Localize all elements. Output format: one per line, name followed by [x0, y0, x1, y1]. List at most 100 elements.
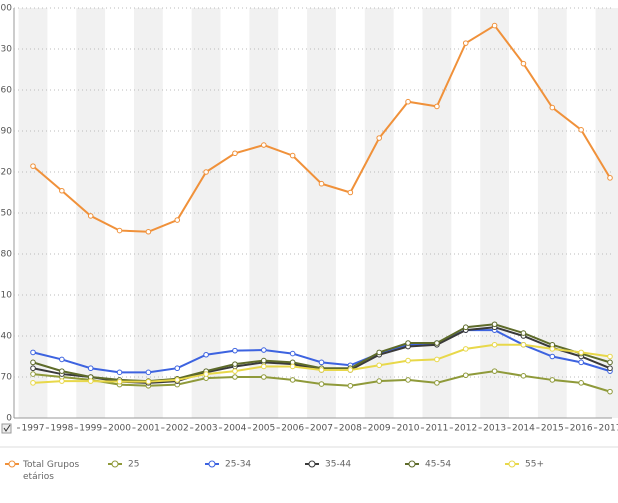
data-point — [87, 378, 94, 384]
checkbox[interactable] — [1, 423, 12, 434]
x-tick-label: 2010 — [397, 424, 420, 434]
data-point — [145, 369, 152, 376]
data-point — [434, 340, 440, 346]
data-point — [87, 213, 94, 219]
data-point — [318, 381, 325, 387]
data-point — [261, 357, 267, 364]
x-tick-label: 2014 — [512, 424, 535, 434]
y-tick-label: 210 — [0, 291, 12, 301]
data-point — [549, 346, 556, 352]
data-point — [203, 371, 209, 377]
legend-marker — [508, 460, 516, 468]
data-point — [376, 362, 383, 369]
data-point — [145, 228, 152, 235]
data-point — [232, 150, 238, 157]
data-point — [520, 373, 527, 379]
data-point — [520, 341, 527, 348]
data-point — [116, 227, 123, 234]
data-point — [462, 40, 469, 46]
data-point — [578, 380, 584, 386]
y-tick-label: 70 — [1, 373, 13, 383]
data-point — [549, 377, 556, 383]
data-point — [434, 356, 440, 363]
checkmark — [3, 424, 11, 432]
x-tick-label: 2003 — [195, 424, 218, 434]
legend-label: 35-44 — [325, 460, 351, 470]
data-point — [520, 60, 527, 67]
data-point — [318, 359, 325, 366]
legend-item[interactable]: 25-34 — [205, 460, 251, 470]
data-point — [203, 169, 209, 175]
legend-marker — [308, 460, 316, 468]
data-point — [289, 350, 296, 357]
data-point — [607, 359, 613, 366]
x-tick-label: 2012 — [454, 424, 477, 434]
x-tick-label: 2000 — [108, 424, 131, 434]
data-point — [289, 152, 296, 159]
data-point — [59, 187, 65, 194]
data-point — [462, 324, 469, 331]
data-point — [30, 380, 36, 386]
x-tick-label: 2011 — [425, 424, 448, 434]
data-point — [347, 382, 354, 389]
legend-item[interactable]: 45-54 — [405, 460, 451, 470]
legend-label: Total Grupos etários — [22, 460, 79, 482]
legend-item[interactable]: Total Grupos etários — [5, 460, 79, 482]
data-point — [607, 353, 613, 360]
data-point — [59, 378, 65, 384]
data-point — [578, 127, 584, 133]
stripe — [307, 8, 336, 418]
data-point — [549, 353, 556, 360]
data-point — [145, 378, 152, 385]
data-point — [30, 359, 36, 366]
data-point — [232, 374, 238, 380]
legend-label: 45-54 — [425, 460, 451, 470]
data-point — [376, 349, 383, 356]
data-point — [289, 363, 296, 370]
legend-item[interactable]: 25 — [108, 460, 139, 470]
data-point — [462, 346, 469, 352]
data-point — [318, 367, 325, 373]
x-tick-label: 2013 — [483, 424, 506, 434]
data-point — [261, 347, 267, 353]
data-point — [607, 388, 613, 395]
legend-marker — [408, 460, 416, 468]
data-point — [232, 361, 238, 367]
data-point — [405, 98, 411, 105]
x-tick-label: 2009 — [368, 424, 391, 434]
data-point — [491, 22, 498, 29]
data-point — [174, 365, 181, 372]
x-tick-label: 2001 — [137, 424, 160, 434]
data-point — [261, 142, 267, 148]
y-tick-label: 490 — [0, 127, 12, 137]
data-point — [491, 321, 498, 328]
legend-label-line: Total Grupos — [22, 460, 79, 470]
legend-item[interactable]: 35-44 — [305, 460, 351, 470]
x-tick-label: 2007 — [310, 424, 333, 434]
legend-marker — [8, 460, 16, 468]
data-point — [30, 371, 36, 377]
data-point — [549, 104, 556, 111]
x-tick-label: 2017 — [599, 424, 618, 434]
y-tick-label: 350 — [0, 209, 12, 219]
data-point — [578, 359, 584, 366]
legend-item[interactable]: 55+ — [505, 460, 544, 470]
data-point — [116, 378, 123, 385]
data-point — [578, 349, 584, 356]
data-point — [30, 365, 36, 372]
data-point — [491, 341, 498, 348]
data-point — [261, 363, 267, 370]
legend-marker — [208, 460, 216, 468]
data-point — [59, 356, 65, 363]
data-point — [87, 365, 94, 372]
legend-label: 25-34 — [225, 460, 251, 470]
y-tick-label: 140 — [0, 332, 12, 342]
stripe — [249, 8, 279, 418]
x-tick-label: 1998 — [50, 424, 73, 434]
data-point — [405, 357, 411, 364]
y-tick-label: 0 — [6, 414, 12, 424]
y-tick-label: 560 — [0, 86, 12, 96]
data-point — [520, 330, 527, 336]
data-point — [318, 180, 325, 187]
x-tick-label: 1997 — [22, 424, 45, 434]
